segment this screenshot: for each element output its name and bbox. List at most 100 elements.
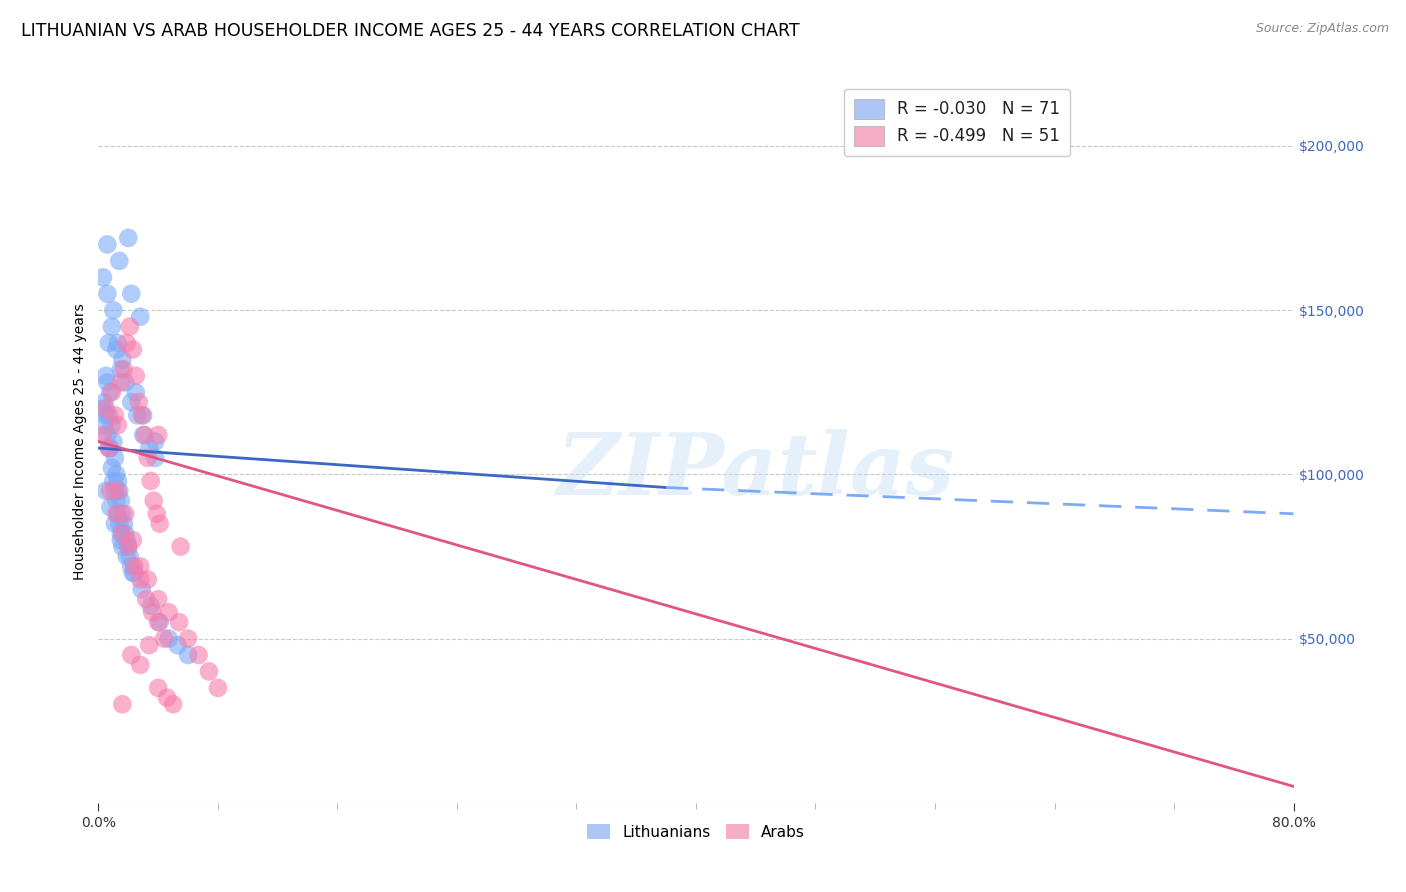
Point [103,434,125,449]
Point [101,418,124,433]
Point [124,559,146,574]
Point [108,253,131,268]
Point [167,615,190,630]
Point [96,428,118,442]
Point [115,533,138,547]
Point [108,483,131,498]
Point [118,319,141,334]
Point [103,474,125,488]
Point [91,401,114,416]
Point [112,516,135,531]
Point [125,368,148,383]
Point [101,385,124,400]
Point [141,605,163,619]
Point [104,409,127,423]
Point [98,500,122,515]
Point [135,592,157,607]
Point [93,418,115,433]
Point [97,441,120,455]
Point [136,573,159,587]
Point [207,681,229,695]
Point [111,507,134,521]
Point [114,526,136,541]
Point [177,632,200,646]
Point [177,648,200,662]
Point [149,516,172,531]
Point [124,566,146,580]
Point [111,540,134,554]
Point [142,493,165,508]
Point [162,698,184,712]
Point [148,615,170,630]
Point [117,231,139,245]
Point [97,441,120,455]
Point [110,526,132,541]
Point [107,507,129,521]
Point [94,409,117,423]
Legend: Lithuanians, Arabs: Lithuanians, Arabs [581,818,811,846]
Point [131,582,153,597]
Point [149,615,172,630]
Point [139,599,162,613]
Point [148,681,170,695]
Point [110,533,132,547]
Point [120,559,142,574]
Point [98,385,122,400]
Point [169,540,191,554]
Point [120,286,142,301]
Point [129,559,152,574]
Point [118,549,141,564]
Point [97,409,120,423]
Point [115,549,138,564]
Point [107,418,129,433]
Point [157,632,180,646]
Point [110,376,132,390]
Point [187,648,209,662]
Text: Source: ZipAtlas.com: Source: ZipAtlas.com [1256,22,1389,36]
Point [125,385,148,400]
Point [110,493,132,508]
Point [110,362,132,376]
Point [103,303,125,318]
Point [107,336,129,351]
Point [104,483,127,498]
Point [105,493,128,508]
Point [114,507,136,521]
Point [121,533,143,547]
Point [96,237,118,252]
Point [101,460,124,475]
Point [128,395,150,409]
Point [94,368,117,383]
Point [132,409,155,423]
Point [104,450,127,465]
Point [117,540,139,554]
Point [143,450,166,465]
Point [91,270,114,285]
Point [105,343,128,357]
Point [114,376,136,390]
Point [105,467,128,482]
Point [94,483,117,498]
Point [96,376,118,390]
Point [111,698,134,712]
Point [166,638,188,652]
Point [127,409,149,423]
Point [138,441,160,455]
Text: ZIPatlas: ZIPatlas [557,429,955,512]
Point [111,352,134,367]
Point [107,483,129,498]
Point [145,507,167,521]
Point [115,336,138,351]
Point [111,526,134,541]
Point [120,648,142,662]
Point [93,395,115,409]
Point [198,665,221,679]
Point [117,540,139,554]
Point [138,638,160,652]
Point [98,483,122,498]
Point [157,605,180,619]
Text: LITHUANIAN VS ARAB HOUSEHOLDER INCOME AGES 25 - 44 YEARS CORRELATION CHART: LITHUANIAN VS ARAB HOUSEHOLDER INCOME AG… [21,22,800,40]
Point [112,362,135,376]
Point [129,573,152,587]
Point [105,507,128,521]
